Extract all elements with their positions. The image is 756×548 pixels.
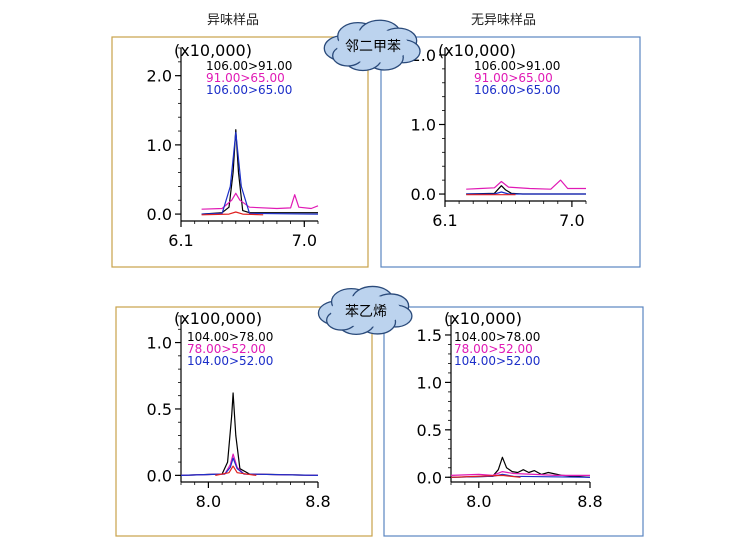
cloud-body <box>330 295 402 327</box>
cloud-top: 邻二甲苯 <box>323 19 421 72</box>
x-tick-label: 7.0 <box>292 231 317 250</box>
y-multiplier-label: (x10,000) <box>438 41 516 60</box>
y-tick-label: 1.5 <box>417 326 442 345</box>
series-line <box>450 474 521 478</box>
cloud-body <box>336 29 410 63</box>
y-tick-label: 0.0 <box>147 205 172 224</box>
chart-panel-styrene-odor: 0.0 0.5 1.0 8.0 8.8 (x100,000) 104.00>78.0078.… <box>115 306 373 537</box>
y-tick-label: 0.0 <box>147 466 172 485</box>
series-line <box>201 192 319 210</box>
legend-entry: 106.00>91.00 <box>206 59 292 73</box>
series-line <box>466 179 586 190</box>
series-line <box>466 185 586 195</box>
x-tick-label: 8.0 <box>196 492 221 511</box>
series-line <box>180 457 319 476</box>
x-tick-label: 6.1 <box>432 211 457 230</box>
cloud-bottom: 苯乙烯 <box>317 285 413 336</box>
y-tick-label: 0.0 <box>417 468 442 487</box>
series-line <box>466 191 586 195</box>
series-line <box>450 471 590 476</box>
y-tick-label: 1.0 <box>147 334 172 353</box>
cloud-label: 苯乙烯 <box>345 303 387 320</box>
legend-entry: 104.00>78.00 <box>454 330 540 344</box>
y-tick-label: 0.5 <box>147 400 172 419</box>
legend-entry: 106.00>91.00 <box>474 59 560 73</box>
series-line <box>450 456 591 478</box>
x-tick-label: 6.1 <box>168 231 193 250</box>
x-tick-label: 7.0 <box>559 211 584 230</box>
legend-entry: 106.00>65.00 <box>206 83 292 97</box>
y-tick-label: 0.5 <box>417 421 442 440</box>
series-line <box>215 465 257 476</box>
panel-frame <box>115 306 373 537</box>
y-tick-label: 1.0 <box>147 136 172 155</box>
y-tick-label: 1.0 <box>411 116 436 135</box>
series-line <box>201 131 319 215</box>
series-line <box>180 453 319 476</box>
legend-entry: 104.00>78.00 <box>187 330 273 344</box>
panel-frame <box>383 306 644 537</box>
x-tick-label: 8.8 <box>305 492 330 511</box>
x-tick-label: 8.0 <box>466 492 491 511</box>
panel-frame <box>380 36 641 268</box>
legend-entry: 78.00>52.00 <box>454 342 533 356</box>
x-tick-label: 8.8 <box>577 492 602 511</box>
legend-entry: 78.00>52.00 <box>187 342 266 356</box>
y-multiplier-label: (x100,000) <box>174 309 262 328</box>
series-line <box>201 129 318 215</box>
y-tick-label: 1.0 <box>417 373 442 392</box>
legend-entry: 104.00>52.00 <box>187 354 273 368</box>
panel-frame <box>111 36 369 268</box>
legend-entry: 104.00>52.00 <box>454 354 540 368</box>
series-line <box>180 392 319 476</box>
y-multiplier-label: (x10,000) <box>174 41 252 60</box>
y-multiplier-label: (x10,000) <box>444 309 522 328</box>
chart-panel-styrene-nonodor: 0.0 0.5 1.0 1.5 8.0 8.8 (x10,000) 104.00>78.007… <box>383 306 644 537</box>
y-tick-label: 2.0 <box>147 67 172 86</box>
cloud-label: 邻二甲苯 <box>345 38 401 55</box>
y-tick-label: 0.0 <box>411 185 436 204</box>
series-line <box>201 211 264 216</box>
legend-entry: 91.00>65.00 <box>474 71 553 85</box>
legend-entry: 91.00>65.00 <box>206 71 285 85</box>
chart-panel-xylene-odor: 0.0 1.0 2.0 6.1 7.0 (x10,000)106.00>91.0091.0… <box>111 36 369 268</box>
column-title-right: 无异味样品 <box>471 13 537 28</box>
chart-panel-xylene-nonodor: 0.01.02.06.1 7.0(x10,000)106.00>91.0091.0… <box>380 36 641 268</box>
column-title-left: 异味样品 <box>207 13 260 28</box>
legend-entry: 106.00>65.00 <box>474 83 560 97</box>
